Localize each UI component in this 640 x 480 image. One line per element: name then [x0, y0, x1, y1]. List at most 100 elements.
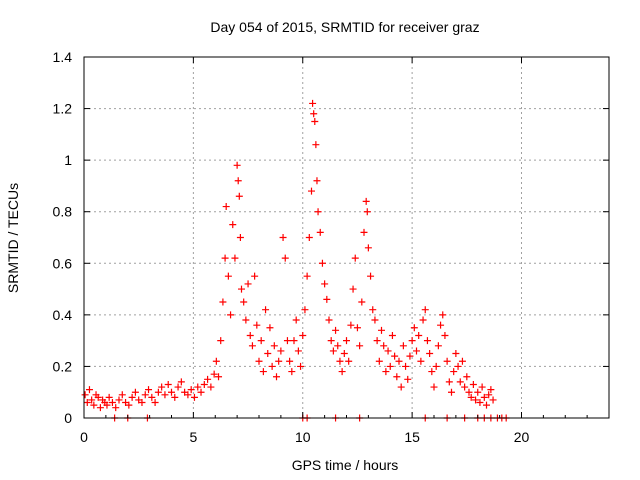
y-tick-label: 1.4: [53, 49, 73, 65]
data-point: [329, 347, 337, 355]
data-point: [171, 393, 179, 401]
x-tick-label: 20: [514, 429, 530, 445]
data-point: [452, 350, 460, 358]
data-point: [402, 362, 410, 370]
data-point: [441, 331, 449, 339]
data-point: [279, 234, 287, 241]
y-tick-label: 1: [64, 152, 72, 168]
data-point: [375, 357, 383, 365]
data-point: [262, 306, 270, 314]
data-point: [423, 337, 431, 345]
x-axis-label: GPS time / hours: [292, 457, 399, 473]
data-point: [367, 272, 375, 280]
data-point: [478, 383, 486, 391]
data-point: [426, 350, 434, 358]
data-point: [432, 362, 440, 370]
data-point: [469, 380, 477, 388]
data-point: [461, 383, 469, 391]
data-point: [316, 228, 324, 236]
data-point: [145, 386, 153, 394]
data-point: [174, 383, 182, 391]
data-point: [246, 331, 254, 339]
data-point: [454, 362, 462, 370]
data-point: [264, 350, 272, 358]
data-point: [224, 272, 232, 280]
data-point: [356, 342, 364, 350]
data-point: [177, 378, 185, 386]
data-point: [210, 370, 218, 378]
data-point: [358, 298, 366, 306]
data-point: [297, 362, 305, 370]
data-point: [253, 321, 261, 329]
data-point: [115, 396, 123, 404]
data-point: [158, 383, 166, 391]
data-point: [463, 373, 471, 381]
data-point: [489, 396, 497, 404]
data-point: [259, 368, 267, 376]
data-point: [480, 393, 488, 401]
data-point: [363, 208, 371, 216]
data-point: [327, 337, 335, 345]
data-point: [406, 352, 414, 360]
data-point: [419, 316, 427, 324]
data-point: [434, 342, 442, 350]
data-point: [257, 337, 265, 345]
y-tick-label: 0.6: [53, 255, 73, 271]
data-point: [395, 357, 403, 365]
data-point: [197, 388, 205, 396]
data-point: [437, 321, 445, 329]
axes-layer: 0 0.2 0.4 0.6 0.8 1 1.2 1.4 0 5 10 15 20: [53, 49, 609, 445]
data-point: [338, 368, 346, 376]
data-point: [408, 337, 416, 345]
data-point: [277, 347, 285, 355]
data-point: [313, 177, 321, 185]
data-point: [318, 259, 326, 267]
data-point: [240, 298, 248, 306]
data-point: [397, 383, 405, 391]
data-point: [428, 368, 436, 376]
data-point: [364, 244, 372, 252]
data-point: [81, 391, 89, 399]
data-point: [266, 324, 274, 332]
data-point: [168, 388, 175, 396]
data-point: [190, 393, 198, 401]
data-point: [443, 357, 451, 365]
grid-layer: [84, 57, 609, 418]
data-point: [417, 357, 425, 365]
data-point: [311, 117, 319, 125]
data-point: [96, 404, 104, 412]
data-point: [384, 347, 392, 355]
data-point: [141, 391, 149, 399]
data-point: [299, 331, 307, 339]
data-point: [456, 378, 464, 386]
data-point: [321, 280, 329, 288]
data-point: [283, 337, 291, 345]
data-point: [391, 352, 399, 360]
data-point: [360, 228, 368, 236]
data-point: [472, 396, 480, 404]
data-point: [125, 401, 133, 409]
data-point: [340, 350, 348, 358]
data-point: [194, 383, 202, 391]
data-point: [270, 342, 278, 350]
data-point: [118, 391, 126, 399]
y-tick-label: 0.8: [53, 204, 73, 220]
data-point: [373, 337, 381, 345]
data-point: [108, 399, 116, 407]
data-point: [217, 337, 225, 345]
data-point: [255, 357, 263, 365]
data-point: [378, 326, 385, 334]
data-point: [415, 331, 423, 339]
data-point: [309, 99, 317, 107]
y-axis-label: SRMTID / TECUs: [5, 183, 21, 293]
data-point: [236, 234, 244, 241]
data-point: [413, 347, 420, 355]
data-point: [351, 254, 359, 262]
data-point: [485, 391, 493, 399]
data-point: [445, 378, 453, 386]
plot-frame: [83, 56, 610, 419]
x-tick-label: 0: [80, 429, 88, 445]
data-point: [233, 161, 241, 169]
data-point: [85, 386, 93, 394]
data-point: [290, 337, 298, 345]
